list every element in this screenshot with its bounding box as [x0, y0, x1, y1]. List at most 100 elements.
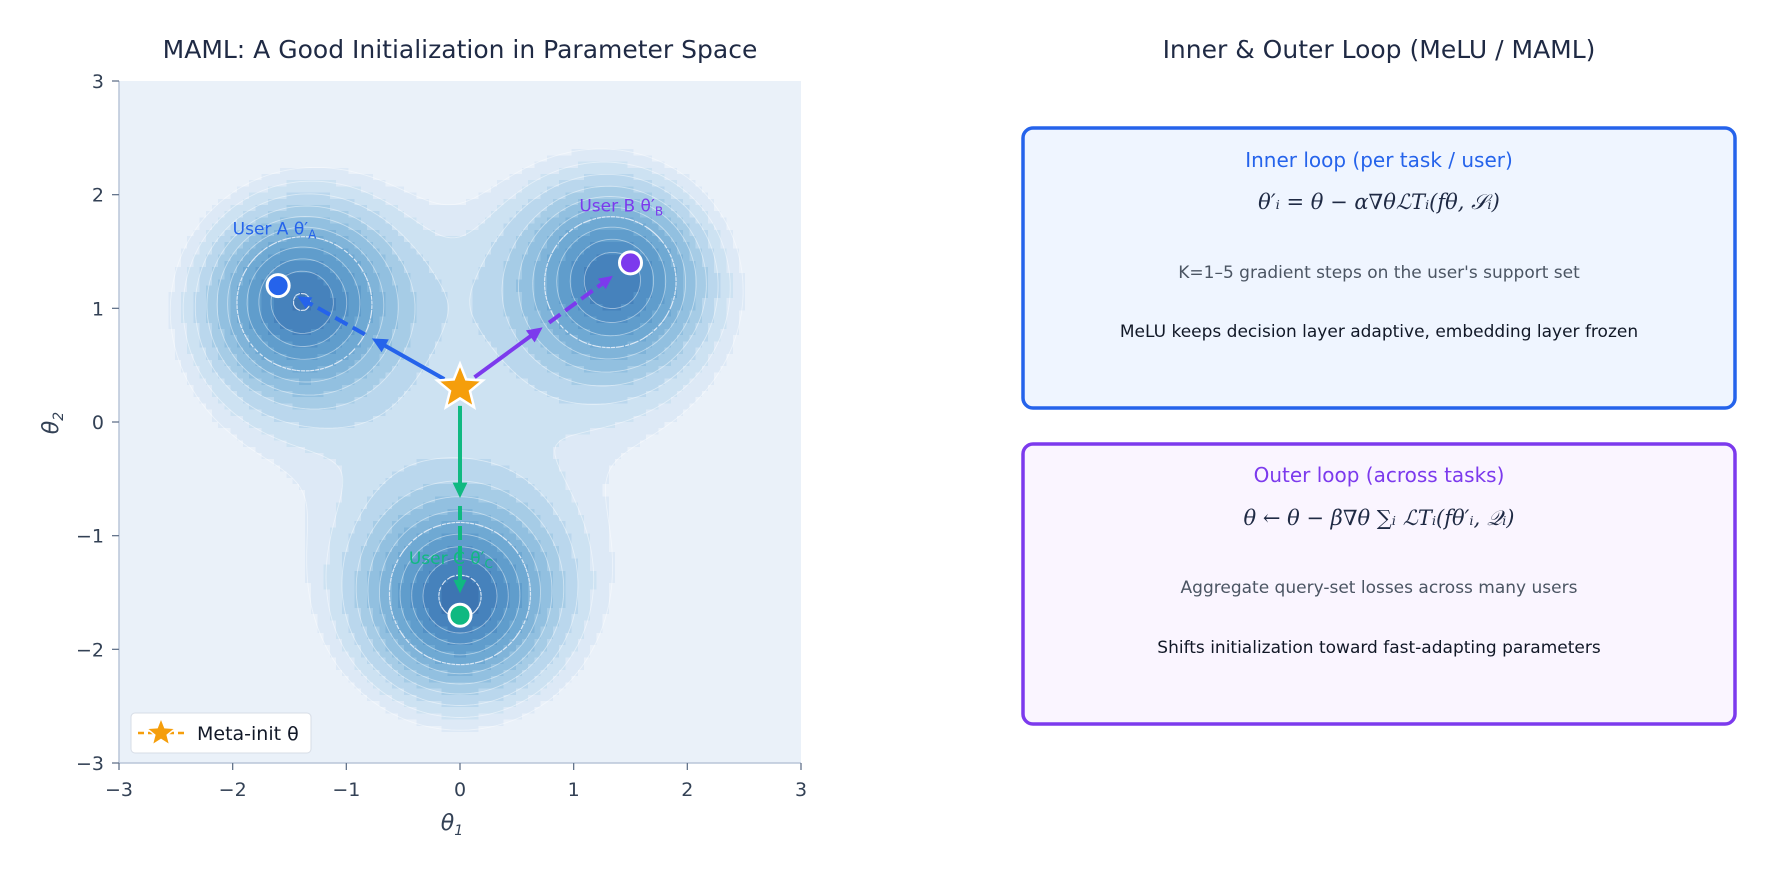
loss-band-cell [646, 391, 678, 398]
loss-band-cell [342, 558, 362, 566]
loss-band-cell [379, 701, 405, 708]
loss-band-cell [546, 186, 585, 194]
loss-band-cell [732, 347, 801, 355]
outer-loop-formula: θ ← θ − β∇θ ∑ᵢ ℒTᵢ(fθ′ᵢ, 𝒬ᵢ) [1244, 506, 1515, 530]
loss-band-cell [329, 651, 349, 659]
loss-band-cell [701, 186, 801, 194]
loss-band-cell [683, 304, 697, 311]
loss-band-cell [323, 632, 337, 640]
loss-band-cell [205, 316, 219, 324]
loss-band-cell [218, 254, 232, 262]
loss-band-cell [658, 322, 672, 330]
loss-band-cell [323, 279, 343, 287]
loss-band-cell [497, 502, 529, 510]
loss-band-cell [391, 682, 418, 690]
loss-band-cell [435, 273, 480, 280]
loss-band-cell [670, 217, 684, 225]
loss-band-cell [224, 329, 232, 336]
loss-band-cell [584, 186, 635, 194]
loss-band-cell [119, 608, 312, 615]
loss-band-cell [590, 589, 610, 597]
loss-band-cell [429, 353, 498, 361]
loss-band-cell [218, 422, 250, 429]
loss-band-cell [329, 533, 349, 541]
loss-band-cell [534, 384, 659, 392]
loss-band-cell [565, 639, 579, 646]
loss-band-cell [546, 620, 560, 628]
loss-band-cell [422, 564, 436, 572]
loss-band-cell [714, 254, 728, 262]
loss-band-cell [261, 291, 275, 299]
loss-band-cell [119, 756, 801, 763]
loss-band-cell [360, 229, 380, 237]
loss-band-cell [491, 676, 517, 683]
loss-band-cell [255, 360, 275, 367]
loss-band-cell [416, 614, 430, 621]
loss-band-cell [119, 112, 801, 119]
loss-band-cell [497, 180, 529, 187]
loss-band-cell [385, 477, 529, 485]
loss-band-cell [404, 186, 492, 194]
loss-band-cell [559, 316, 573, 324]
loss-band-cell [652, 217, 672, 225]
loss-band-cell [546, 155, 653, 163]
loss-band-cell [385, 236, 405, 243]
loss-band-cell [565, 254, 579, 262]
loss-band-cell [429, 577, 449, 584]
loss-band-cell [360, 248, 380, 256]
loss-band-cell [608, 595, 801, 603]
loss-band-cell [621, 205, 653, 212]
loss-band-cell [546, 236, 560, 243]
loss-band-cell [658, 428, 801, 435]
loss-band-cell [478, 267, 504, 274]
loss-band-cell [391, 527, 405, 535]
loss-band-cell [379, 570, 393, 578]
loss-band-cell [435, 645, 486, 652]
loss-band-cell [522, 670, 542, 677]
loss-band-cell [571, 490, 604, 497]
loss-band-cell [553, 446, 628, 454]
loss-band-cell [509, 626, 523, 634]
loss-band-cell [360, 298, 374, 305]
loss-band-cell [732, 236, 801, 243]
loss-band-cell [323, 236, 349, 243]
loss-band-cell [342, 564, 362, 572]
loss-band-cell [119, 732, 801, 739]
loss-band-cell [472, 316, 511, 324]
contour-line [236, 216, 677, 666]
loss-band-cell [714, 260, 728, 268]
loss-band-cell [416, 719, 504, 727]
loss-band-cell [354, 570, 368, 578]
loss-band-cell [503, 632, 517, 640]
loss-band-cell [367, 632, 380, 640]
loss-band-cell [267, 329, 294, 336]
loss-band-cell [218, 260, 225, 268]
loss-band-cell [336, 304, 349, 311]
x-tick-label: −2 [219, 779, 247, 801]
loss-band-cell [689, 211, 709, 218]
loss-band-cell [249, 384, 275, 392]
loss-band-cell [689, 223, 703, 231]
loss-band-cell [720, 236, 734, 243]
loss-band-cell [534, 484, 566, 491]
loss-band-cell [367, 502, 393, 510]
loss-band-cell [590, 341, 628, 349]
loss-band-cell [336, 508, 362, 516]
loss-band-cell [199, 329, 213, 336]
loss-band-cell [441, 688, 480, 696]
loss-band-cell [528, 577, 542, 584]
loss-band-cell [639, 211, 666, 218]
loss-band-cell [664, 267, 678, 274]
loss-band-cell [577, 583, 597, 590]
loss-band-cell [695, 285, 709, 293]
loss-band-cell [119, 620, 318, 628]
loss-band-cell [664, 279, 678, 287]
loss-band-cell [181, 360, 194, 367]
loss-band-cell [119, 298, 170, 305]
loss-band-cell [503, 229, 523, 237]
loss-band-cell [119, 508, 306, 516]
loss-band-cell [447, 626, 473, 634]
loss-band-cell [379, 595, 393, 603]
loss-band-cell [528, 601, 542, 609]
loss-band-cell [348, 267, 362, 274]
